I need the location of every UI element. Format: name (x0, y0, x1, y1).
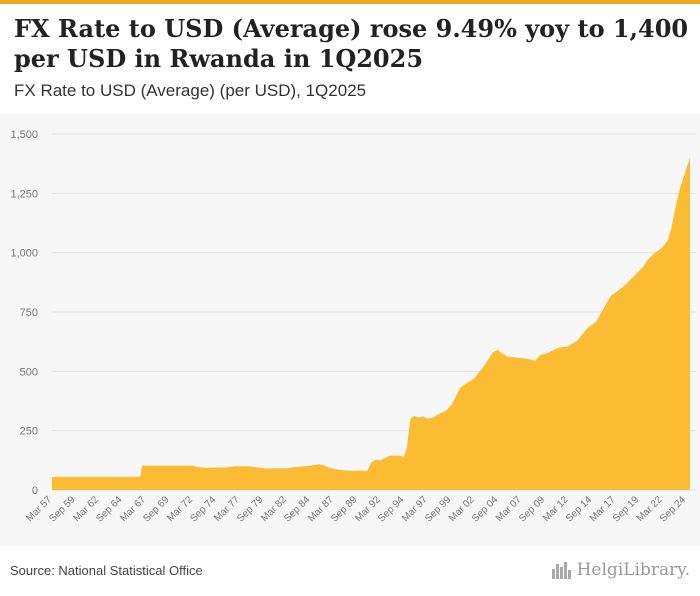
area-fx-rate-series (52, 157, 690, 490)
x-tick-label: Sep 79 (235, 494, 265, 524)
y-tick-label: 750 (20, 307, 38, 319)
x-tick-label: Sep 99 (423, 494, 453, 524)
y-tick-label: 1,500 (10, 129, 38, 141)
x-tick-label: Sep 04 (470, 494, 500, 524)
x-tick-label: Sep 94 (376, 494, 406, 524)
x-tick-label: Sep 89 (329, 494, 359, 524)
x-tick-label: Sep 24 (658, 494, 688, 524)
x-tick-label: Sep 84 (282, 494, 312, 524)
x-tick-label: Sep 59 (47, 494, 77, 524)
y-tick-label: 1,000 (10, 248, 38, 260)
y-tick-label: 1,250 (10, 188, 38, 200)
x-tick-label: Sep 74 (188, 494, 218, 524)
y-axis-tick-labels: 0 250 500 750 1,000 1,250 1,500 (10, 129, 38, 497)
chart-title: FX Rate to USD (Average) rose 9.49% yoy … (14, 14, 689, 73)
x-tick-label: Sep 19 (611, 494, 641, 524)
x-tick-label: Sep 64 (94, 494, 124, 524)
accent-top-bar (0, 0, 700, 4)
y-tick-label: 0 (32, 485, 38, 497)
x-tick-label: Sep 14 (564, 494, 594, 524)
chart-subtitle: FX Rate to USD (Average) (per USD), 1Q20… (14, 81, 367, 100)
source-note: Source: National Statistical Office (10, 563, 203, 578)
area-series (52, 157, 690, 490)
x-tick-label: Sep 09 (517, 494, 547, 524)
helgilibrary-logo[interactable]: HelgiLibrary. (551, 560, 690, 580)
logo-text: HelgiLibrary. (576, 560, 690, 580)
x-tick-label: Sep 69 (141, 494, 171, 524)
y-tick-label: 500 (20, 366, 38, 378)
city-skyline-icon (551, 562, 571, 579)
y-tick-label: 250 (20, 426, 38, 438)
